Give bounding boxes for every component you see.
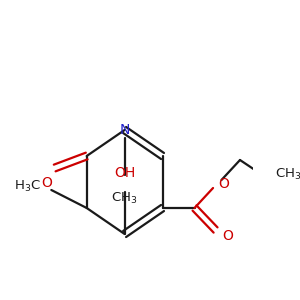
Text: N: N: [119, 123, 130, 137]
Text: H$_3$C: H$_3$C: [14, 178, 41, 194]
Text: CH$_3$: CH$_3$: [275, 167, 300, 182]
Text: O: O: [218, 177, 229, 191]
Text: O: O: [222, 229, 233, 243]
Text: O: O: [41, 176, 52, 190]
Text: OH: OH: [114, 166, 135, 180]
Text: CH$_3$: CH$_3$: [111, 191, 138, 206]
